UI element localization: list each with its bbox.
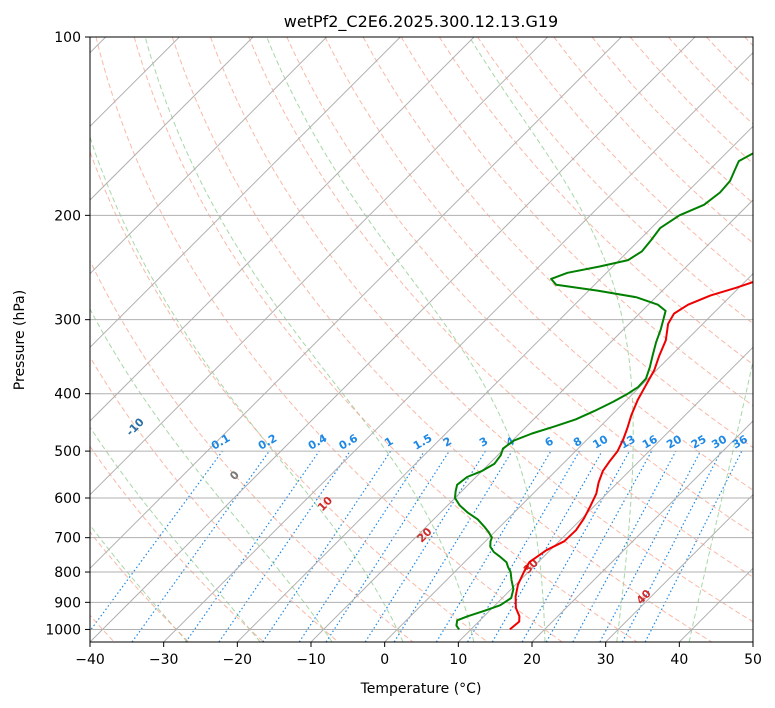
isotherm-line xyxy=(90,37,475,422)
dry-adiabat-line xyxy=(286,37,753,534)
x-tick-label: 20 xyxy=(523,652,541,668)
x-tick-label: 10 xyxy=(449,652,467,668)
mixing-ratio-line xyxy=(185,450,320,642)
y-axis-label: Pressure (hPa) xyxy=(12,290,28,390)
temperature-profile-line xyxy=(509,281,753,631)
dry-adiabat-line xyxy=(133,37,638,642)
mixing-ratio-line xyxy=(491,450,603,642)
y-tick-label: 200 xyxy=(54,208,81,224)
x-tick-label: 40 xyxy=(670,652,688,668)
y-tick-label: 100 xyxy=(54,30,81,46)
x-tick-label: −10 xyxy=(296,652,326,668)
y-tick-label: 400 xyxy=(54,387,81,403)
mixing-ratio-line xyxy=(218,450,351,642)
y-tick-label: 1000 xyxy=(45,622,81,638)
mixing-ratio-line xyxy=(393,450,513,642)
dry-adiabat-line xyxy=(553,37,753,244)
x-axis-ticks: −40 −30 −20 −10 0 10 20 30 40 50 xyxy=(75,642,762,668)
isotherm-line xyxy=(90,37,549,496)
moist-adiabats xyxy=(90,37,753,642)
x-tick-label: 30 xyxy=(597,652,615,668)
dewpoint-profile-line xyxy=(454,152,753,630)
moist-adiabat-line xyxy=(688,358,753,642)
isotherm-line xyxy=(90,37,254,201)
dry-adiabat-line xyxy=(324,37,753,491)
x-tick-label: 0 xyxy=(380,652,389,668)
moist-adiabat-line xyxy=(90,135,404,642)
x-tick-label: 50 xyxy=(744,652,762,668)
background-line-labels: 0.10.20.40.611.52346810131620253036-100-… xyxy=(124,415,751,607)
y-tick-label: 900 xyxy=(54,595,81,611)
x-tick-label: −20 xyxy=(223,652,253,668)
isotherm-line xyxy=(90,37,328,275)
isotherm-grid xyxy=(90,37,753,642)
dry-adiabat-line xyxy=(438,37,753,366)
sounding-profiles xyxy=(454,152,753,631)
isotherm-line xyxy=(163,51,753,642)
y-tick-label: 500 xyxy=(54,444,81,460)
moist-adiabat-line xyxy=(469,37,634,642)
mixing-ratio-line xyxy=(435,450,552,642)
plot-area: 0.10.20.40.611.52346810131620253036-100-… xyxy=(90,37,753,642)
y-axis-ticks: 1000 900 800 700 600 500 400 300 200 100 xyxy=(45,30,90,638)
chart-title: wetPf2_C2E6.2025.300.12.13.G19 xyxy=(284,12,558,32)
isotherm-line xyxy=(90,37,401,349)
moist-adiabat-line xyxy=(90,426,261,642)
isotherm-line xyxy=(531,420,753,642)
isotherm-line xyxy=(236,125,753,642)
x-axis-label: Temperature (°C) xyxy=(360,681,482,697)
dry-adiabat-line xyxy=(400,37,753,407)
isotherm-line xyxy=(90,37,622,570)
y-tick-label: 800 xyxy=(54,565,81,581)
dry-adiabat-line xyxy=(248,37,753,578)
dry-adiabat-line xyxy=(90,445,264,642)
dry-adiabat-line xyxy=(90,259,414,642)
mixing-ratio-line xyxy=(325,450,450,642)
dry-adiabat-line xyxy=(210,37,753,623)
x-tick-label: −40 xyxy=(75,652,105,668)
moist-adiabat-line xyxy=(90,308,333,642)
isobar-grid xyxy=(90,37,753,630)
isotherm-line xyxy=(605,493,753,642)
y-tick-label: 600 xyxy=(54,491,81,507)
dry-adiabat-line xyxy=(95,37,563,642)
dry-adiabat-line xyxy=(515,37,753,284)
y-tick-label: 300 xyxy=(54,313,81,329)
moist-adiabat-line xyxy=(266,37,546,642)
dry-adiabat-line xyxy=(90,150,488,642)
plot-frame xyxy=(89,36,754,643)
isotherm-line xyxy=(384,272,753,642)
isotherm-line xyxy=(310,199,753,642)
moist-adiabat-line xyxy=(144,37,475,642)
x-tick-label: −30 xyxy=(149,652,179,668)
isotherm-line xyxy=(90,37,696,642)
mixing-ratio-line xyxy=(521,450,631,642)
y-tick-label: 700 xyxy=(54,531,81,547)
dry-adiabat-line xyxy=(629,37,753,165)
dry-adiabat-line xyxy=(90,356,339,642)
mixing-ratio-lines xyxy=(90,450,743,642)
isotherm-line xyxy=(457,346,753,642)
mixing-ratio-line xyxy=(364,450,486,642)
